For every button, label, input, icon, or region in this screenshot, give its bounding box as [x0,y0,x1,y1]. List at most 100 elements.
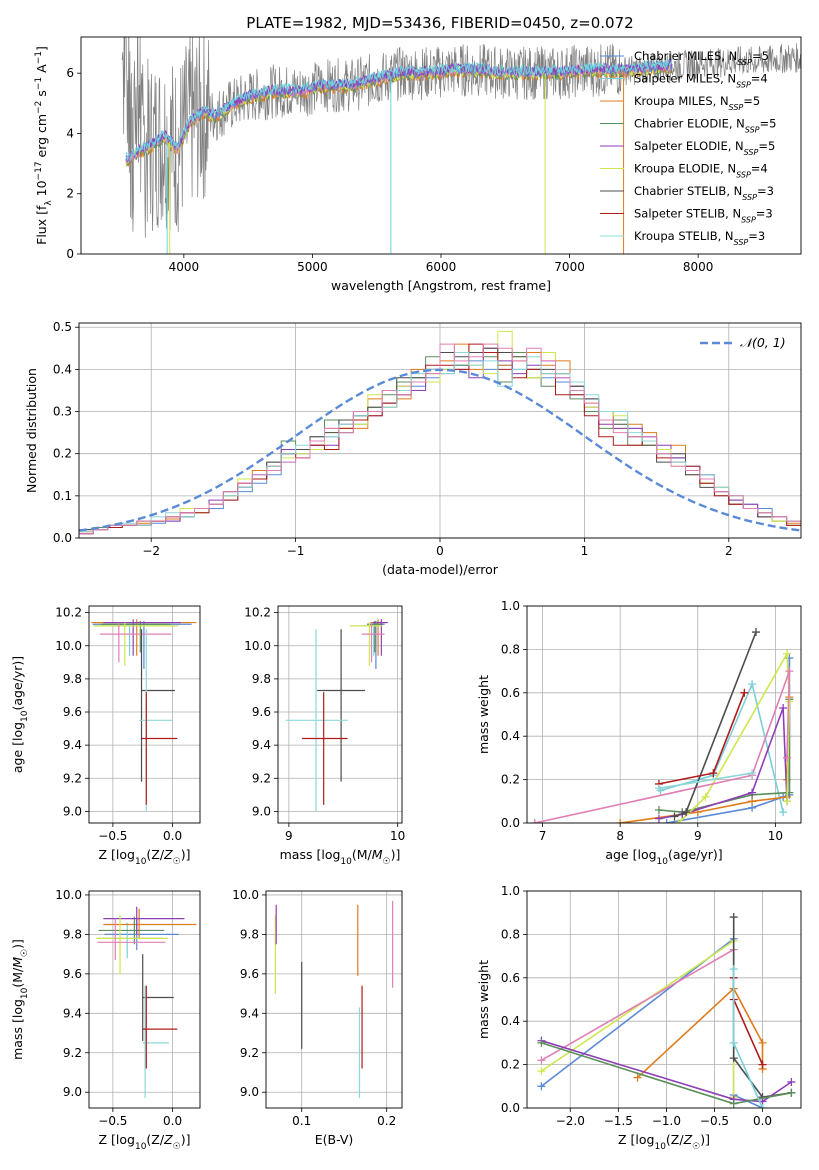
age-vs-mass-axes: 9 10 9.0 9.2 9.4 9.6 9.8 10.0 10.2 mass [log10(M/… [244,605,405,867]
residuals-xlabel: (data-model)/error [382,562,499,577]
mass-vs-ebv-axes: 0.1 0.2 9.0 9.2 9.4 9.6 9.8 10.0 E(B-V) [232,888,403,1147]
spectrum-legend-label: Kroupa MILES, NSSP=5 [634,94,760,112]
age-vs-z-ytick-label: 10.0 [55,639,82,653]
spectrum-legend-label: Salpeter STELIB, NSSP=3 [634,207,773,225]
age-vs-z-axes: −0.5 0.0 9.0 9.2 9.4 9.6 9.8 10.0 10.2 Z [log10(Z… [10,605,201,867]
age-vs-mass-ytick-label: 10.2 [244,606,271,620]
age-vs-z-ytick-label: 9.4 [63,738,82,752]
weight-vs-age-ytick-label: 0.6 [501,686,520,700]
weight-vs-z-point [729,1099,738,1108]
weight-vs-z-plot [537,913,796,1108]
residuals-xtick-label: 0 [436,544,444,558]
weight-vs-z-ytick-label: 0.0 [501,1101,520,1115]
spectrum-xtick-label: 4000 [169,260,200,274]
mass-vs-z-ytick-label: 9.4 [63,1006,82,1020]
weight-vs-age-xtick-label: 9 [694,829,702,843]
weight-vs-age-ytick-label: 0.0 [501,816,520,830]
weight-vs-z-series-KrM [637,987,764,1079]
weight-vs-z-axes: −2.0 −1.5 −1.0 −0.5 0.0 0.0 0.2 0.4 0.6 0.8 1.0 Z [… [476,884,802,1152]
spectrum-legend-label: Chabrier ELODIE, NSSP=5 [634,117,776,135]
weight-vs-age-point [751,628,760,637]
residuals-axes: −2 −1 0 1 2 0.0 0.1 0.2 0.3 0.4 0.5 (data-model)/er… [24,320,802,577]
weight-vs-age-point [654,805,663,814]
weight-vs-age-series-pink [534,670,791,823]
residuals-ytick-label: 0.2 [53,447,72,461]
mass-vs-z-xtick-label: 0.0 [163,1114,182,1128]
weight-vs-z-series-ChM [540,937,763,1108]
weight-vs-z-point [758,1104,767,1108]
weight-vs-age-plot [530,628,794,823]
residuals-ytick-label: 0.4 [53,362,72,376]
weight-vs-age-point [670,812,679,821]
figure-title: PLATE=1982, MJD=53436, FIBERID=0450, z=0… [246,14,633,32]
weight-vs-z-point [729,1054,738,1063]
spectrum-xtick-label: 6000 [426,260,457,274]
age-vs-z-xtick-label: −0.5 [98,829,127,843]
spectrum-ylabel: Flux [fλ 10−17 erg cm−2 s−1 A−1] [34,46,54,245]
weight-vs-z-xlabel: Z [log10(Z/Z☉)] [618,1132,710,1152]
age-vs-mass-plot [285,619,388,812]
spectrum-legend-label: Chabrier MILES, NSSP=5 [634,49,769,67]
weight-vs-age-point [783,797,792,806]
age-vs-mass-ytick-label: 9.0 [252,804,271,818]
weight-vs-age-point [740,688,749,697]
weight-vs-age-ytick-label: 0.4 [501,729,520,743]
weight-vs-z-series-SaM [732,969,764,1108]
weight-vs-age-point [748,769,757,778]
age-vs-mass-xtick-label: 9 [285,829,293,843]
mass-vs-z-plot [96,906,197,1099]
mass-vs-ebv-frame [265,890,403,1109]
weight-vs-z-ytick-label: 0.4 [501,1014,520,1028]
age-vs-mass-xlabel: mass [log10(M/M☉)] [280,847,401,867]
weight-vs-age-series-KrS [658,772,753,790]
mass-vs-z-frame [88,890,201,1109]
weight-vs-z-ytick-label: 1.0 [501,884,520,898]
weight-vs-age-point [783,753,792,762]
weight-vs-age-xtick-label: 10 [768,829,783,843]
spectrum-axes: 4000 5000 6000 7000 8000 0 2 4 6 wavelength [Angs… [34,36,802,293]
weight-vs-z-point [729,913,738,922]
weight-vs-age-point [674,819,683,823]
weight-vs-age-point [709,769,718,778]
age-vs-z-ytick-label: 9.2 [63,771,82,785]
residuals-ytick-label: 0.5 [53,320,72,334]
spectrum-xlabel: wavelength [Angstrom, rest frame] [331,278,551,293]
mass-vs-z-axes: −0.5 0.0 9.0 9.2 9.4 9.6 9.8 10.0 Z [log10(Z/Z☉)… [10,888,201,1152]
weight-vs-z-point [758,1060,767,1069]
age-vs-mass-xtick-label: 10 [390,829,405,843]
weight-vs-z-point [537,1067,546,1076]
spectrum-legend-label: Salpeter ELODIE, NSSP=5 [634,139,775,157]
weight-vs-z-xtick-label: 0.0 [753,1114,772,1128]
spectrum-ytick-label: 4 [66,126,74,140]
weight-vs-age-series-ChS [674,631,757,818]
age-vs-z-ytick-label: 9.0 [63,804,82,818]
age-vs-z-plot [91,619,197,812]
weight-vs-age-ytick-label: 1.0 [501,599,520,613]
weight-vs-z-point [633,1073,642,1082]
mass-vs-ebv-ytick-label: 9.4 [240,1006,259,1020]
spectrum-legend-label: Kroupa ELODIE, NSSP=4 [634,162,768,180]
spectrum-legend-label: Kroupa STELIB, NSSP=3 [634,229,765,247]
residuals-plot [79,330,801,535]
weight-vs-age-point [654,784,663,793]
age-vs-z-ytick-label: 10.2 [55,606,82,620]
residuals-frame [78,322,802,539]
age-vs-mass-frame [277,605,403,824]
weight-vs-z-point [537,1082,546,1091]
residuals-hist-pink [79,343,801,535]
weight-vs-z-ytick-label: 0.8 [501,927,520,941]
weight-vs-age-point [701,792,710,801]
age-vs-z-xlabel: Z [log10(Z/Z☉)] [98,847,190,867]
spectrum-ytick-label: 6 [66,66,74,80]
weight-vs-age-point [662,819,671,823]
spectrum-data-line [121,37,801,238]
weight-vs-age-point [779,703,788,712]
residuals-ylabel: Normed distribution [24,368,39,493]
weight-vs-age-xlabel: age [log10(age/yr)] [605,847,722,867]
weight-vs-age-axes: 7 8 9 10 0.0 0.2 0.4 0.6 0.8 1.0 age [log10(age/yr… [476,599,802,867]
age-vs-mass-ytick-label: 10.0 [244,639,271,653]
weight-vs-age-point [530,819,539,823]
spectrum-xtick-label: 7000 [554,260,585,274]
weight-vs-age-series-SaM [660,681,784,813]
weight-vs-z-point [787,1088,796,1097]
